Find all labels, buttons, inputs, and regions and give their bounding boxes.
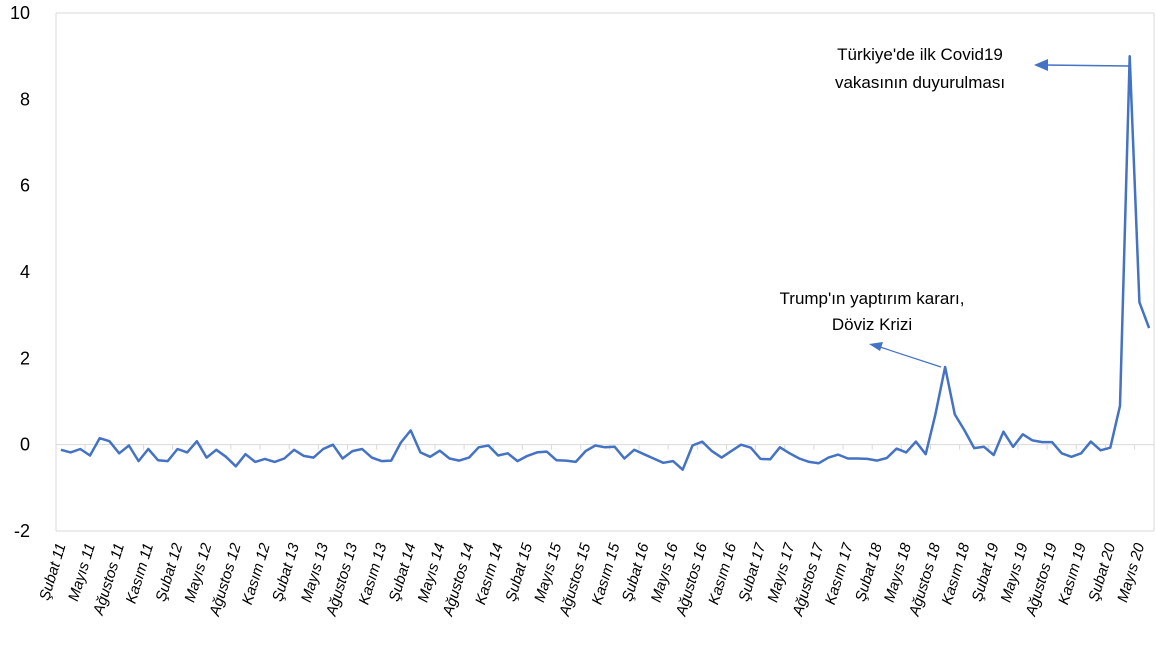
x-tick-label: Şubat 13 (269, 541, 303, 604)
x-tick-label: Mayıs 20 (1114, 541, 1148, 605)
y-axis: -2 0 2 4 6 8 10 (10, 3, 30, 541)
x-tick-label: Mayıs 11 (65, 541, 99, 603)
y-tick-label: 4 (20, 262, 30, 282)
series-line (60, 54, 1151, 471)
annotation-trump-line-2: Döviz Krizi (832, 315, 912, 334)
y-tick-label: 6 (20, 176, 30, 196)
x-tick-label: Mayıs 19 (998, 541, 1032, 605)
annotation-covid: Türkiye'de ilk Covid19 vakasının duyurul… (835, 45, 1130, 92)
x-tick-label: Mayıs 16 (648, 541, 682, 605)
x-tick-label: Şubat 19 (969, 541, 1003, 604)
annotation-covid-arrowhead (1034, 59, 1048, 71)
annotation-trump-arrowhead (869, 342, 883, 351)
x-tick-label: Şubat 18 (852, 541, 886, 604)
x-tick-label: Şubat 12 (152, 541, 186, 604)
annotation-covid-line-2: vakasının duyurulması (835, 73, 1005, 92)
x-tick-label: Kasım 14 (472, 541, 507, 607)
annotation-trump-arrow (879, 346, 942, 368)
x-tick-label: Şubat 20 (1085, 541, 1119, 604)
x-tick-label: Mayıs 17 (764, 541, 798, 605)
x-tick-label: Mayıs 14 (415, 541, 449, 604)
annotation-trump: Trump'ın yaptırım kararı, Döviz Krizi (780, 289, 965, 368)
y-tick-label: 10 (10, 3, 30, 23)
x-tick-label: Mayıs 18 (881, 541, 915, 605)
x-tick-label: Kasım 11 (123, 541, 157, 606)
y-tick-label: 8 (20, 89, 30, 109)
annotation-covid-line-1: Türkiye'de ilk Covid19 (837, 45, 1003, 64)
x-tick-label: Şubat 17 (735, 541, 769, 604)
x-tick-label: Mayıs 15 (531, 541, 565, 605)
x-tick-label: Şubat 11 (36, 541, 69, 602)
x-tick-label: Mayıs 13 (298, 541, 332, 605)
y-tick-label: 0 (20, 435, 30, 455)
x-tick-label: Şubat 15 (502, 541, 536, 604)
y-tick-label: 2 (20, 348, 30, 368)
x-tick-label: Mayıs 12 (181, 541, 215, 605)
annotation-covid-arrow (1043, 64, 1130, 67)
y-tick-label: -2 (14, 521, 30, 541)
annotation-trump-line-1: Trump'ın yaptırım kararı, (780, 289, 965, 308)
x-tick-label: Şubat 14 (386, 541, 420, 603)
x-tick-label: Şubat 16 (619, 541, 653, 604)
